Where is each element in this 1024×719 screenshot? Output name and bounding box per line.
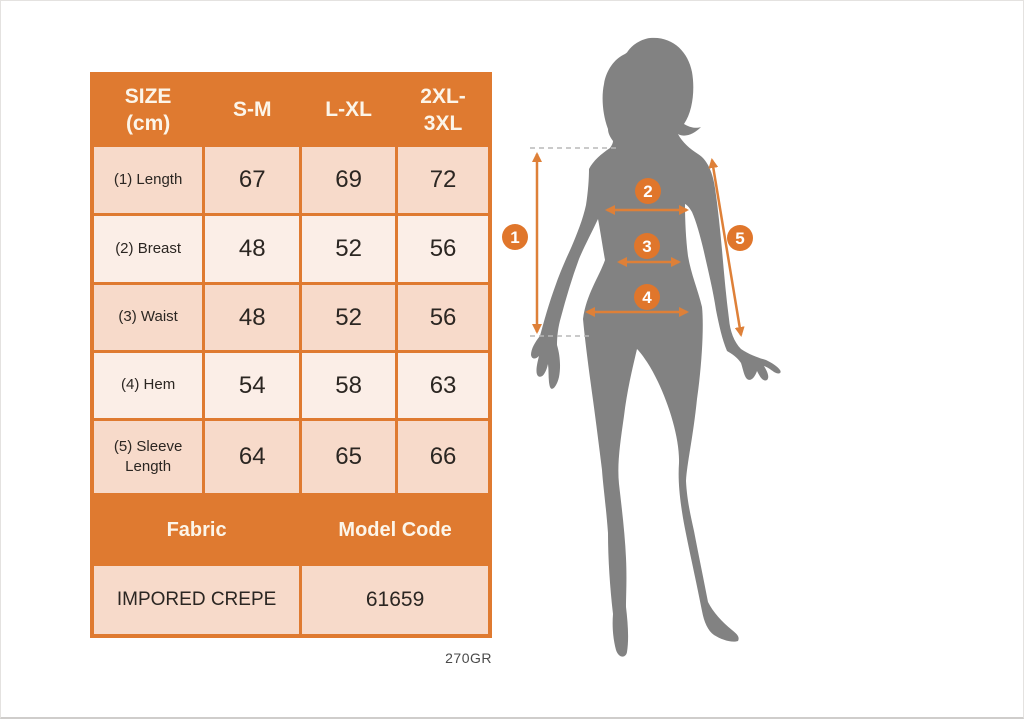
row-label: (2) Breast — [94, 216, 203, 282]
fabric-value-row: IMPORED CREPE 61659 — [94, 566, 488, 634]
fabric-value: IMPORED CREPE — [94, 566, 300, 634]
table-row-breast: (2) Breast 48 52 56 — [94, 216, 488, 282]
measure-badge-2: 2 — [635, 178, 661, 204]
badge-circle — [727, 225, 753, 251]
badge-circle — [634, 284, 660, 310]
size-value: 52 — [302, 216, 396, 282]
size-value: 58 — [302, 353, 396, 418]
size-value: 54 — [205, 353, 300, 418]
size-value: 64 — [205, 421, 300, 493]
table-row-hem: (4) Hem 54 58 63 — [94, 353, 488, 418]
table-row-waist: (3) Waist 48 52 56 — [94, 285, 488, 350]
col-header-l-xl: L-XL — [302, 76, 396, 144]
size-header-row: SIZE (cm) S-M L-XL 2XL-3XL — [94, 76, 488, 144]
col-header-model-code: Model Code — [302, 496, 488, 563]
table-row-sleeve-length: (5) Sleeve Length 64 65 66 — [94, 421, 488, 493]
size-value: 56 — [398, 216, 488, 282]
size-value: 69 — [302, 147, 396, 213]
size-value: 67 — [205, 147, 300, 213]
badge-number: 1 — [510, 228, 519, 247]
size-chart-table: SIZE (cm) S-M L-XL 2XL-3XL (1) Length 67… — [90, 72, 492, 638]
col-header-s-m: S-M — [205, 76, 300, 144]
badge-number: 2 — [643, 182, 652, 201]
weight-note: 270GR — [445, 650, 492, 666]
size-value: 48 — [205, 285, 300, 350]
size-value: 72 — [398, 147, 488, 213]
measure-badge-1: 1 — [502, 224, 528, 250]
fabric-header-row: Fabric Model Code — [94, 496, 488, 563]
badge-circle — [502, 224, 528, 250]
badge-circle — [634, 233, 660, 259]
badge-number: 5 — [735, 229, 744, 248]
measure-badge-5: 5 — [727, 225, 753, 251]
row-label: (4) Hem — [94, 353, 203, 418]
female-silhouette — [531, 37, 781, 657]
model-code-value: 61659 — [302, 566, 488, 634]
sleeve-arrow — [708, 158, 745, 337]
badge-circle — [635, 178, 661, 204]
size-value: 52 — [302, 285, 396, 350]
size-value: 65 — [302, 421, 396, 493]
measure-badge-4: 4 — [634, 284, 660, 310]
size-value: 48 — [205, 216, 300, 282]
row-label: (1) Length — [94, 147, 203, 213]
row-label: (5) Sleeve Length — [94, 421, 203, 493]
measure-badge-3: 3 — [634, 233, 660, 259]
table-row-length: (1) Length 67 69 72 — [94, 147, 488, 213]
col-header-fabric: Fabric — [94, 496, 300, 563]
size-value: 66 — [398, 421, 488, 493]
row-label: (3) Waist — [94, 285, 203, 350]
badge-number: 3 — [642, 237, 651, 256]
size-value: 56 — [398, 285, 488, 350]
badge-number: 4 — [642, 288, 652, 307]
col-header-size-cm: SIZE (cm) — [94, 76, 203, 144]
size-value: 63 — [398, 353, 488, 418]
col-header-2xl-3xl: 2XL-3XL — [398, 76, 488, 144]
